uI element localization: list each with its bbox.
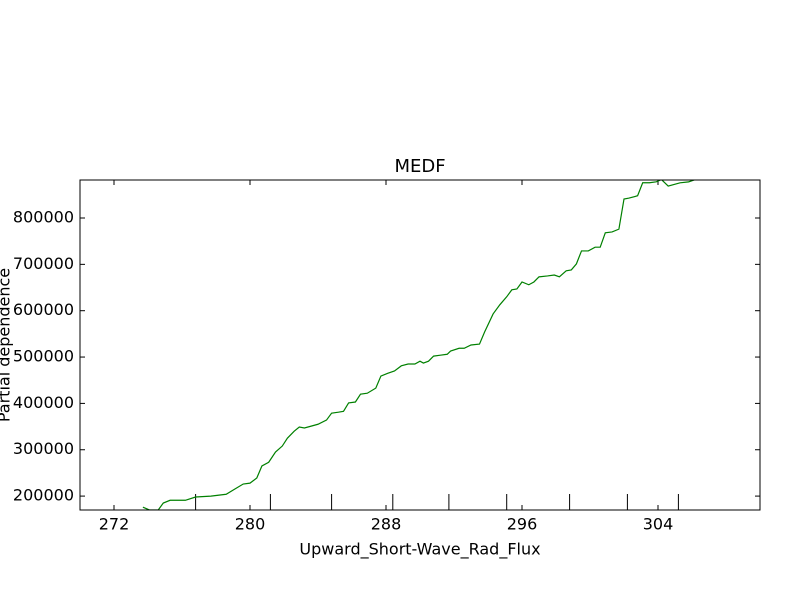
y-tick-label: 200000 xyxy=(13,486,74,505)
x-tick-label: 288 xyxy=(371,515,402,534)
x-tick-label: 304 xyxy=(643,515,674,534)
y-tick-label: 600000 xyxy=(13,300,74,319)
x-axis-label: Upward_Short-Wave_Rad_Flux xyxy=(299,540,540,560)
plot-frame xyxy=(79,179,761,511)
y-tick-label: 300000 xyxy=(13,439,74,458)
x-tick-label: 272 xyxy=(99,515,130,534)
plot-area xyxy=(142,180,708,510)
x-tick-label: 296 xyxy=(507,515,538,534)
x-tick-label: 280 xyxy=(235,515,266,534)
y-axis-label: Partial dependence xyxy=(0,268,14,422)
y-tick-label: 500000 xyxy=(13,347,74,366)
y-tick-label: 800000 xyxy=(13,208,74,227)
chart-title: MEDF xyxy=(394,156,445,177)
data-line xyxy=(142,180,708,510)
y-tick-label: 700000 xyxy=(13,254,74,273)
y-tick-label: 400000 xyxy=(13,393,74,412)
